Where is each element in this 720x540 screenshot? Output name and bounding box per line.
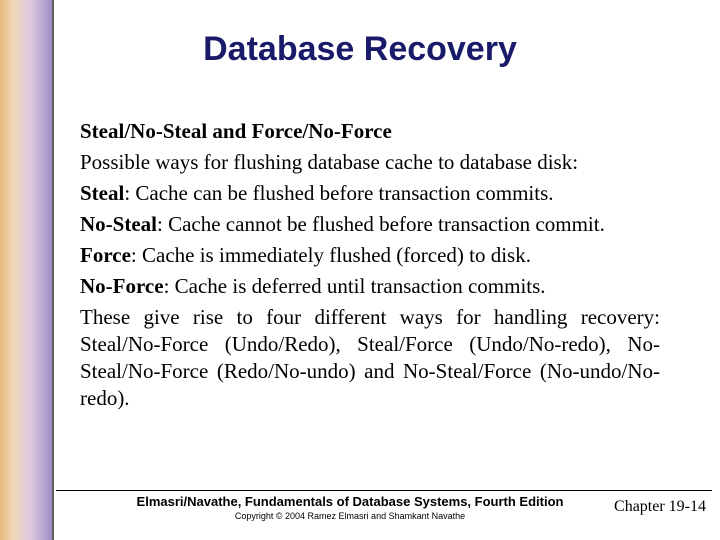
page-number-text: Chapter 19-14 (614, 498, 706, 515)
text-no-force: : Cache is deferred until transaction co… (164, 274, 546, 298)
body-p1: Possible ways for flushing database cach… (80, 149, 660, 176)
def-force: Force: Cache is immediately flushed (for… (80, 242, 660, 269)
page-number: Chapter 19-14 (614, 498, 706, 516)
term-steal: Steal (80, 181, 124, 205)
footer-copyright: Copyright © 2004 Ramez Elmasri and Shamk… (90, 511, 610, 521)
def-no-force: No-Force: Cache is deferred until transa… (80, 273, 660, 300)
text-force: : Cache is immediately flushed (forced) … (131, 243, 531, 267)
left-gradient-strip (0, 0, 54, 540)
body-heading-bold: Steal/No-Steal and Force/No-Force (80, 119, 392, 143)
body-heading: Steal/No-Steal and Force/No-Force (80, 118, 660, 145)
body-tail: These give rise to four different ways f… (80, 304, 660, 412)
text-no-steal: : Cache cannot be flushed before transac… (157, 212, 605, 236)
term-no-force: No-Force (80, 274, 164, 298)
text-steal: : Cache can be flushed before transactio… (124, 181, 553, 205)
footer-rule (56, 490, 712, 491)
slide-body: Steal/No-Steal and Force/No-Force Possib… (80, 118, 660, 416)
slide-title-text: Database Recovery (203, 30, 517, 68)
copyright-text: Copyright © 2004 Ramez Elmasri and Shamk… (235, 511, 465, 521)
slide-title: Database Recovery (0, 30, 720, 69)
slide: Database Recovery Steal/No-Steal and For… (0, 0, 720, 540)
term-force: Force (80, 243, 131, 267)
term-no-steal: No-Steal (80, 212, 157, 236)
footer-text: Elmasri/Navathe, Fundamentals of Databas… (137, 494, 564, 509)
footer-citation: Elmasri/Navathe, Fundamentals of Databas… (90, 494, 610, 509)
def-steal: Steal: Cache can be flushed before trans… (80, 180, 660, 207)
def-no-steal: No-Steal: Cache cannot be flushed before… (80, 211, 660, 238)
